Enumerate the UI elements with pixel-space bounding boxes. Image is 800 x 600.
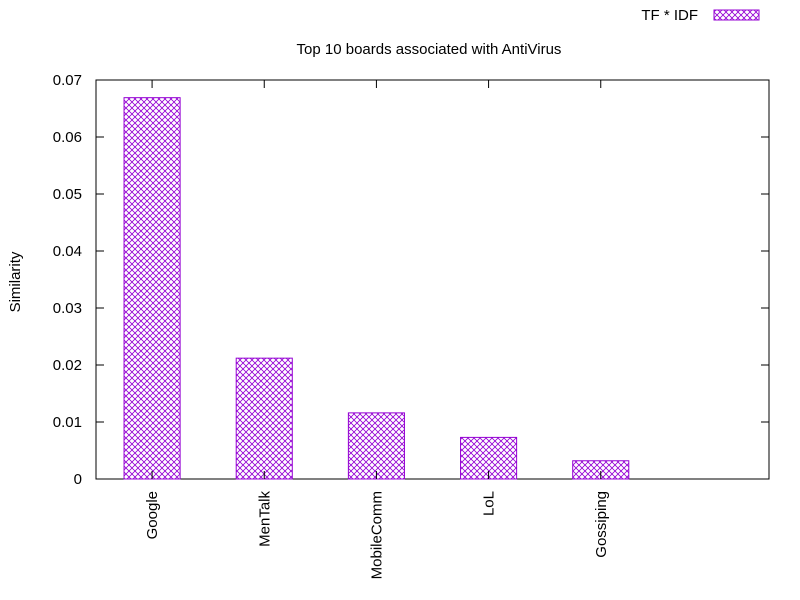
legend-label: TF * IDF xyxy=(641,7,698,24)
chart-title: Top 10 boards associated with AntiVirus xyxy=(297,41,562,58)
y-tick-label: 0.02 xyxy=(53,357,82,374)
x-axis-ticks: Google MenTalk MobileComm LoL Gossiping xyxy=(144,80,610,579)
y-axis-label: Similarity xyxy=(7,251,24,312)
legend: TF * IDF xyxy=(641,7,760,24)
y-tick-label: 0.07 xyxy=(53,72,82,89)
bar-mobilecomm xyxy=(347,412,405,480)
x-tick-label: Google xyxy=(144,491,161,539)
bar-google xyxy=(123,97,181,480)
y-tick-label: 0 xyxy=(74,471,82,488)
y-axis-ticks: 0 0.01 0.02 0.03 0.04 0.05 0.06 0.07 xyxy=(53,72,769,488)
x-tick-label: LoL xyxy=(481,491,498,516)
y-tick-label: 0.03 xyxy=(53,300,82,317)
x-tick-label: MenTalk xyxy=(256,491,273,547)
bar-mentalk xyxy=(235,357,293,480)
bars-group xyxy=(123,97,630,480)
y-tick-label: 0.01 xyxy=(53,414,82,431)
x-tick-label: Gossiping xyxy=(593,491,610,558)
plot-frame xyxy=(95,79,770,480)
legend-swatch xyxy=(713,9,760,21)
x-tick-label: MobileComm xyxy=(368,491,385,579)
y-tick-label: 0.04 xyxy=(53,243,82,260)
y-tick-label: 0.06 xyxy=(53,129,82,146)
y-tick-label: 0.05 xyxy=(53,186,82,203)
